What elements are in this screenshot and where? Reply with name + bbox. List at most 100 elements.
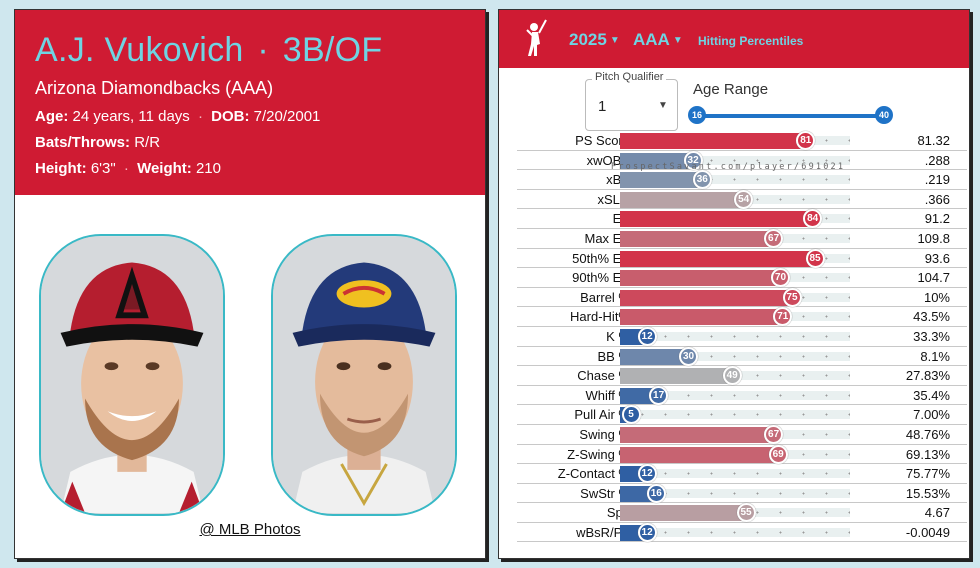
track-tick-dots xyxy=(620,472,850,476)
percentile-row: 90th% EV 70 104.7 xyxy=(517,268,967,288)
age-range-min-handle[interactable]: 16 xyxy=(688,106,706,124)
player-header: A.J. Vukovich · 3B/OF Arizona Diamondbac… xyxy=(15,10,485,195)
pitch-qualifier-value: 1 xyxy=(598,98,607,115)
percentile-badge: 12 xyxy=(637,522,657,542)
metric-value: 43.5% xyxy=(913,309,950,325)
dob-value: 7/20/2001 xyxy=(253,108,321,125)
percentile-row: wBsR/PA 12 -0.0049 xyxy=(517,522,967,543)
percentile-row: xSLG 54.366 xyxy=(517,189,967,210)
player-card: A.J. Vukovich · 3B/OF Arizona Diamondbac… xyxy=(14,9,486,559)
track-tick-dots xyxy=(620,393,850,397)
percentile-row: Chase % 49 27.83% xyxy=(517,366,967,386)
age-row: Age: 24 years, 11 days · DOB: 7/20/2001 xyxy=(35,108,465,125)
height-value: 6'3" xyxy=(90,160,116,177)
track-tick-dots xyxy=(620,491,850,495)
level-dropdown[interactable]: AAA ▼ xyxy=(633,30,683,50)
percentile-badge: 36 xyxy=(692,170,712,190)
metric-value: 7.00% xyxy=(913,407,950,423)
track-tick-dots xyxy=(620,334,850,338)
percentile-row: Z-Swing % 69 69.13% xyxy=(517,444,967,465)
percentile-row: xwOBA 32 .288 xyxy=(517,150,967,171)
percentile-badge: 69 xyxy=(768,444,788,464)
percentile-bar xyxy=(620,289,793,306)
watermark-text: ProspectSavant.com/player/691021 xyxy=(611,162,846,172)
percentile-row: Hard-Hit% 71 43.5% xyxy=(517,307,967,327)
percentile-badge: 85 xyxy=(805,248,825,268)
percentile-badge: 30 xyxy=(679,346,698,366)
metric-value: 81.32 xyxy=(917,133,950,148)
percentile-bar xyxy=(620,230,775,247)
percentile-badge: 12 xyxy=(637,326,657,346)
metric-label: wBsR/PA xyxy=(576,524,630,540)
photo-credit-link[interactable]: @ MLB Photos xyxy=(199,521,301,538)
percentile-badge: 55 xyxy=(736,503,756,523)
percentile-badge: 81 xyxy=(796,131,816,150)
metric-label: Barrel % xyxy=(580,289,630,305)
season-value: 2025 xyxy=(569,30,607,49)
percentile-row: 50th% EV 85 93.6 xyxy=(517,248,967,269)
metric-value: .288 xyxy=(924,152,950,168)
metric-label: 90th% EV xyxy=(572,270,630,286)
season-chevron-down-icon: ▼ xyxy=(609,35,620,46)
metric-label: Hard-Hit% xyxy=(570,309,630,325)
percentile-row: xBA 36.219 xyxy=(517,170,967,190)
metric-value: -0.0049 xyxy=(905,524,950,540)
level-chevron-down-icon: ▼ xyxy=(672,35,683,46)
percentile-bar xyxy=(620,505,747,522)
metric-label: xwOBA xyxy=(586,152,630,168)
percentile-bar xyxy=(620,368,733,385)
percentile-rows: PS Score 81 81.32 xwOBA 32 .288 xBA 36.219 xSLG 5… xyxy=(517,131,967,543)
percentile-bar xyxy=(620,211,814,228)
metric-value: 91.2 xyxy=(924,211,950,227)
player-name-line: A.J. Vukovich · 3B/OF xyxy=(35,32,465,68)
metric-value: 104.7 xyxy=(917,270,950,286)
bats-row: Bats/Throws: R/R xyxy=(35,134,465,151)
pitch-qualifier-select[interactable]: Pitch Qualifier 1 ▼ xyxy=(585,71,678,131)
metric-value: 35.4% xyxy=(913,387,950,403)
track-tick-dots xyxy=(620,530,850,534)
metric-value: 48.76% xyxy=(905,426,950,442)
metric-value: 4.67 xyxy=(924,505,950,521)
percentile-row: BB % 30 8.1% xyxy=(517,346,967,367)
name-separator: · xyxy=(257,31,269,69)
metric-value: 27.83% xyxy=(905,368,950,384)
metric-label: Pull Air % xyxy=(574,407,630,423)
player-photo-diamondbacks xyxy=(39,234,225,516)
player-photo-minor-league xyxy=(271,234,457,516)
percentile-badge: 71 xyxy=(773,307,793,327)
chart-title: Hitting Percentiles xyxy=(698,34,804,48)
metric-value: 75.77% xyxy=(905,466,950,482)
percentile-bar xyxy=(620,446,779,463)
percentile-badge: 75 xyxy=(782,287,802,307)
percentile-row: Z-Contact % 12 75.77% xyxy=(517,464,967,484)
bats-value: R/R xyxy=(134,134,161,151)
metric-label: Whiff % xyxy=(585,387,630,403)
percentiles-card: 2025 ▼ AAA ▼ Hitting Percentiles Pitch Qua… xyxy=(498,9,970,559)
percentile-badge: 16 xyxy=(646,483,666,503)
metric-label: Max EV xyxy=(584,230,630,246)
season-dropdown[interactable]: 2025 ▼ xyxy=(569,30,620,50)
age-value: 24 years, 11 days xyxy=(72,108,190,125)
metric-label: PS Score xyxy=(575,133,630,148)
track-tick-dots xyxy=(620,413,850,417)
dob-label: DOB: xyxy=(211,108,250,125)
percentile-row: Barrel % 75 10% xyxy=(517,287,967,308)
player-position: 3B/OF xyxy=(282,31,383,69)
percentile-badge: 32 xyxy=(683,150,703,170)
percentile-row: K % 12 33.3% xyxy=(517,326,967,347)
age-range-max-handle[interactable]: 40 xyxy=(875,106,893,124)
percentile-bar xyxy=(620,133,807,149)
percentile-badge: 17 xyxy=(649,385,669,405)
percentile-row: Max EV 67 109.8 xyxy=(517,228,967,249)
percentile-row: SwStr % 16 15.53% xyxy=(517,483,967,504)
percentile-badge: 54 xyxy=(734,189,754,209)
weight-label: Weight: xyxy=(137,160,192,177)
percentile-badge: 5 xyxy=(621,405,641,425)
age-range-slider-track[interactable] xyxy=(699,114,883,118)
age-dob-separator: · xyxy=(197,108,203,125)
metric-label: Chase % xyxy=(577,368,630,384)
percentile-bar xyxy=(620,191,745,208)
percentile-bar xyxy=(620,152,694,169)
metric-label: 50th% EV xyxy=(572,250,630,266)
weight-value: 210 xyxy=(195,160,221,177)
